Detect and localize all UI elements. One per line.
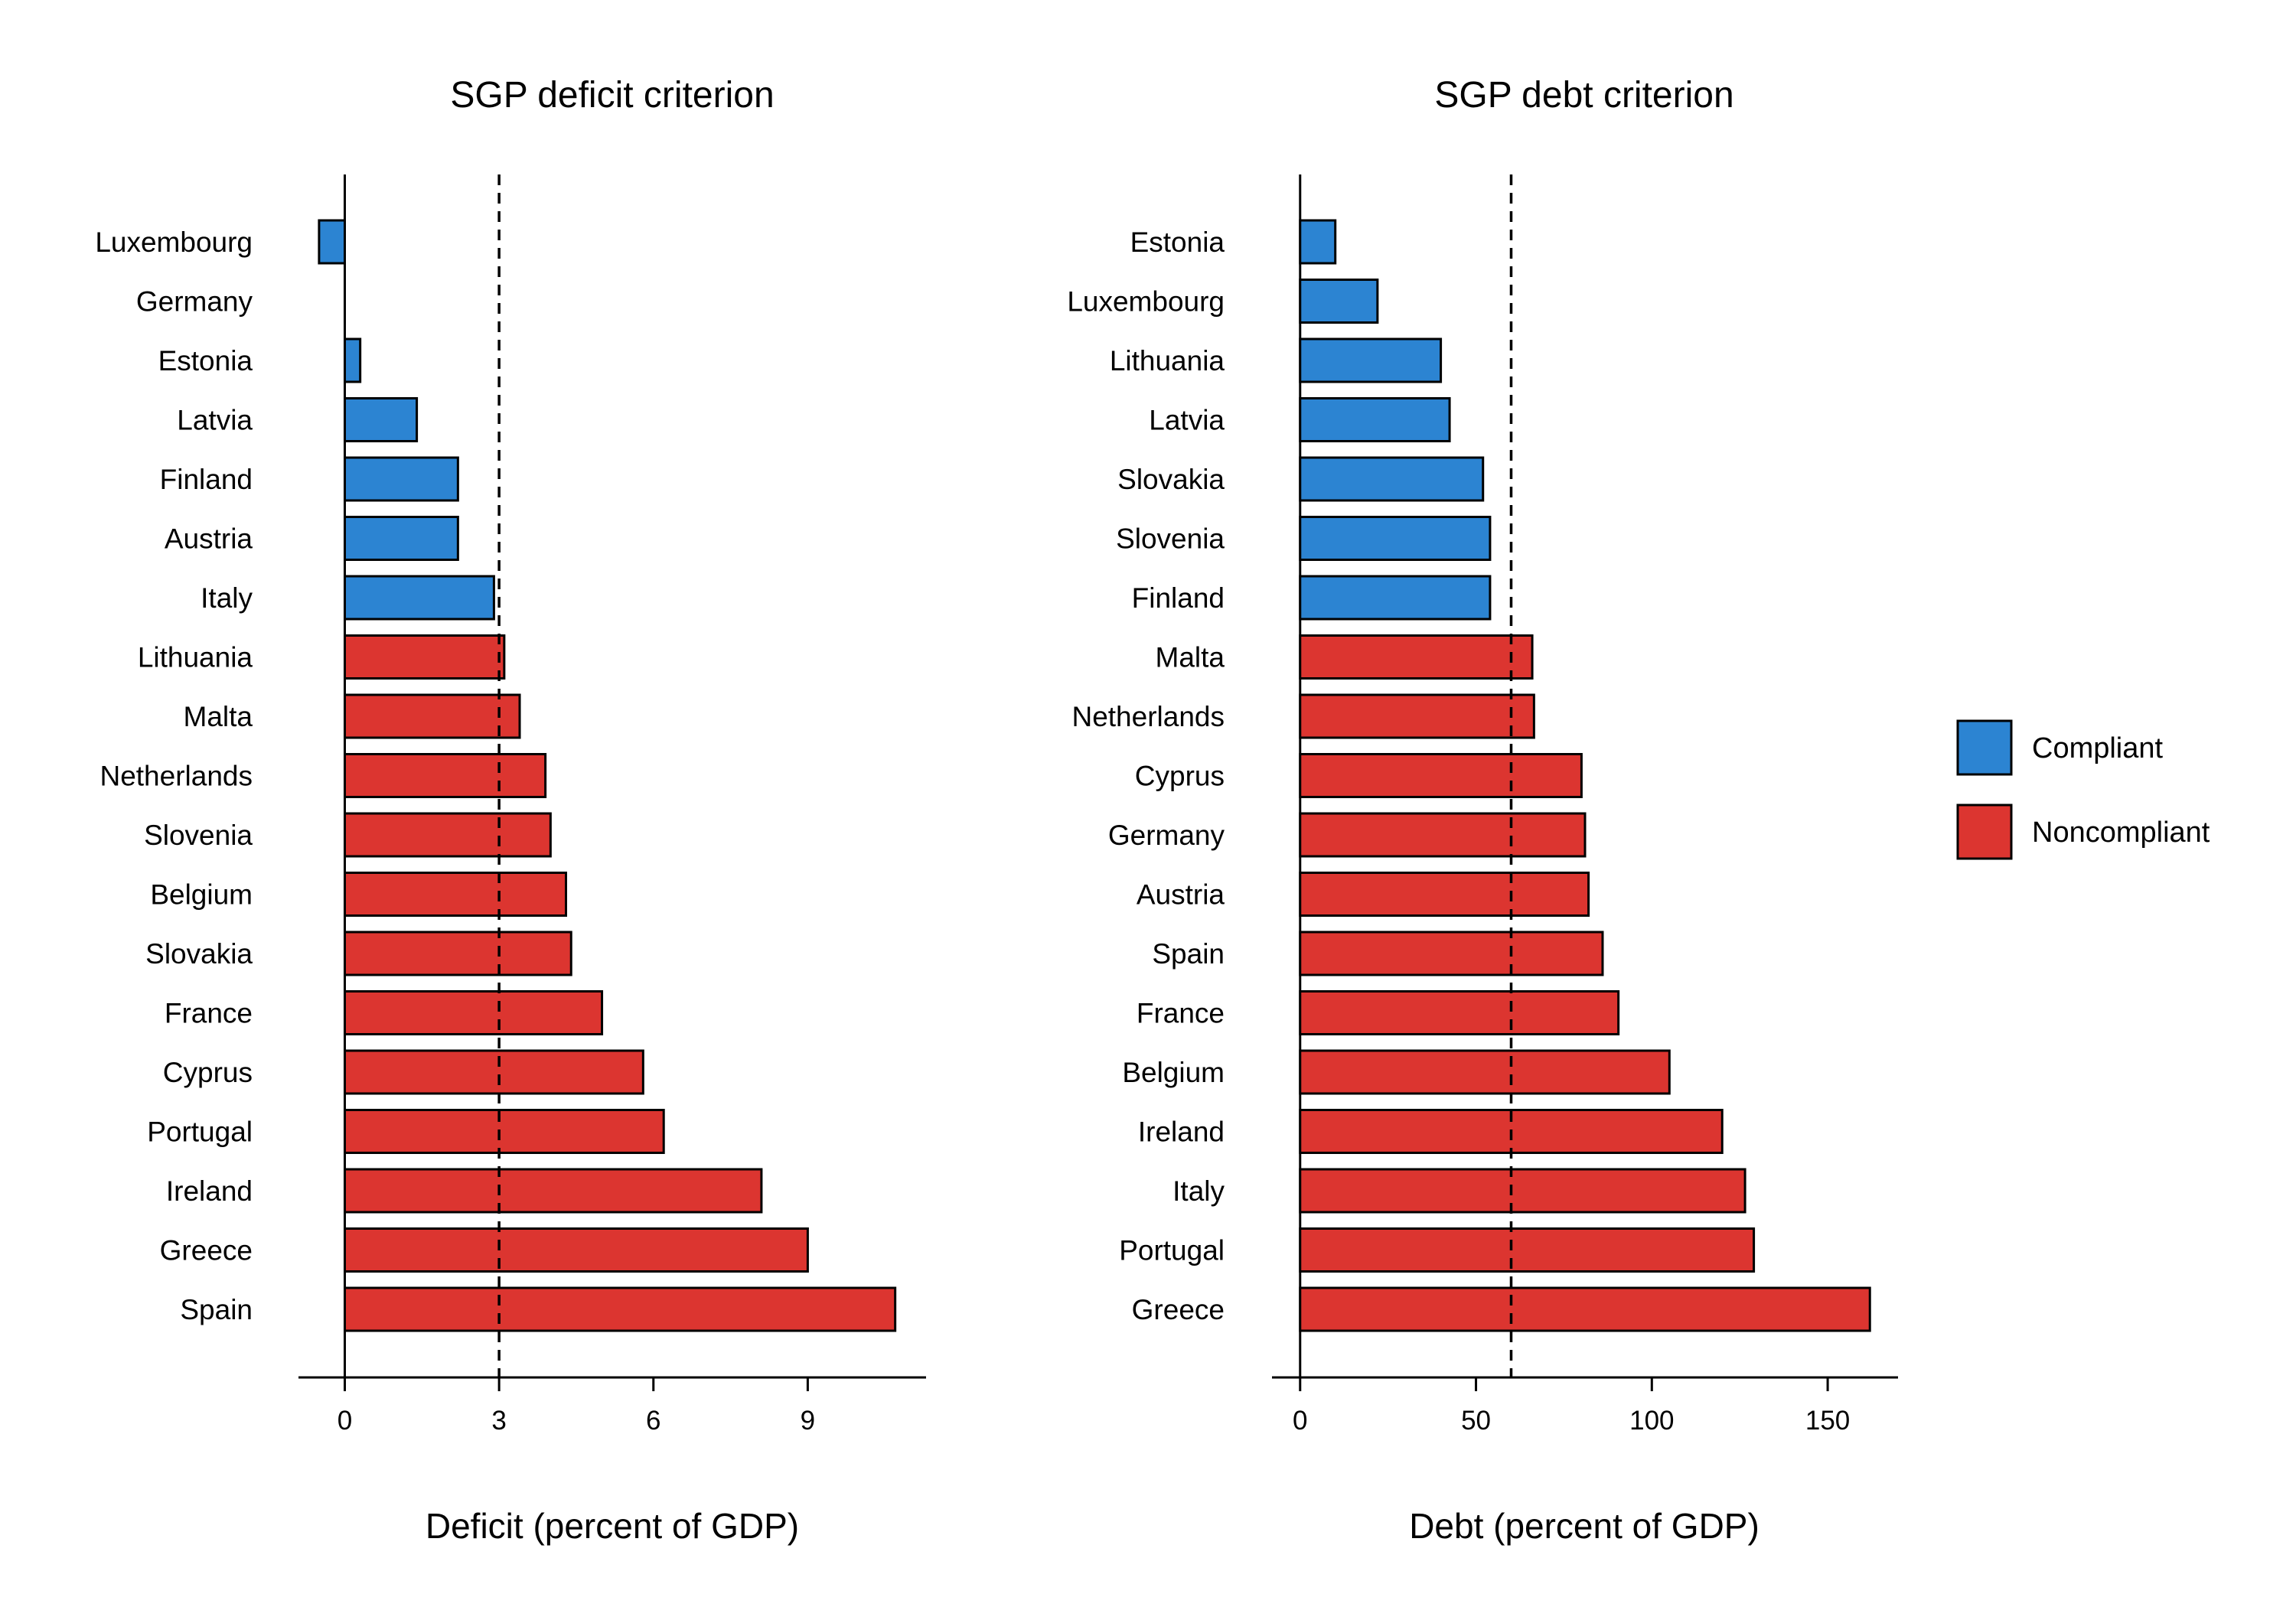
legend: Compliant Noncompliant	[1956, 719, 2210, 860]
bar-finland	[1299, 575, 1492, 621]
category-label: Italy	[201, 582, 253, 614]
deficit-x-axis-label: Deficit (percent of GDP)	[426, 1506, 799, 1546]
category-label: Spain	[180, 1294, 253, 1325]
category-label: France	[1137, 998, 1225, 1029]
category-label: Netherlands	[99, 761, 253, 792]
bar-greece	[1299, 1286, 1871, 1332]
category-label: Greece	[1132, 1294, 1225, 1325]
x-tick-label: 6	[646, 1406, 660, 1436]
category-label: France	[165, 998, 253, 1029]
category-label: Ireland	[166, 1175, 253, 1207]
category-label: Cyprus	[163, 1057, 253, 1088]
debt-x-axis-label: Debt (percent of GDP)	[1409, 1506, 1760, 1546]
category-label: Slovakia	[1117, 464, 1225, 495]
category-label: Luxembourg	[95, 227, 253, 258]
bar-france	[343, 990, 604, 1035]
x-tick-label: 0	[1293, 1406, 1307, 1436]
category-label: Portugal	[1119, 1235, 1225, 1266]
bar-slovenia	[1299, 516, 1492, 561]
legend-swatch-compliant	[1956, 719, 2013, 776]
category-label: Greece	[160, 1235, 253, 1266]
category-label: Lithuania	[138, 642, 253, 673]
bar-netherlands	[343, 753, 547, 798]
category-label: Belgium	[1122, 1057, 1225, 1088]
x-tick-label: 150	[1805, 1406, 1850, 1436]
category-label: Netherlands	[1071, 701, 1225, 732]
x-tick-label: 50	[1461, 1406, 1491, 1436]
bar-malta	[343, 693, 521, 739]
bar-slovenia	[343, 812, 552, 858]
category-label: Estonia	[158, 345, 253, 376]
bar-italy	[343, 575, 495, 621]
category-label: Malta	[1156, 642, 1225, 673]
bar-latvia	[1299, 397, 1451, 442]
bar-italy	[1299, 1168, 1746, 1214]
bar-portugal	[343, 1109, 665, 1154]
category-label: Lithuania	[1110, 345, 1225, 376]
bar-finland	[343, 456, 459, 502]
legend-label-compliant: Compliant	[2032, 732, 2164, 764]
category-label: Ireland	[1138, 1116, 1225, 1148]
bar-estonia	[343, 337, 362, 383]
category-label: Spain	[1152, 938, 1225, 970]
bar-lithuania	[1299, 337, 1443, 383]
category-label: Cyprus	[1135, 761, 1225, 792]
bar-austria	[343, 516, 459, 561]
category-label: Austria	[165, 523, 253, 555]
bar-belgium	[343, 872, 568, 917]
bar-slovakia	[343, 931, 572, 976]
bar-spain	[343, 1286, 897, 1332]
bar-greece	[343, 1227, 809, 1273]
category-label: Germany	[1108, 820, 1225, 851]
bar-latvia	[343, 397, 419, 442]
debt-chart-title: SGP debt criterion	[1434, 75, 1733, 116]
category-label: Finland	[1132, 582, 1225, 614]
category-label: Estonia	[1130, 227, 1225, 258]
bar-estonia	[1299, 219, 1337, 265]
bar-germany	[1299, 812, 1587, 858]
bar-belgium	[1299, 1049, 1671, 1095]
x-tick-label: 9	[801, 1406, 815, 1436]
category-label: Finland	[160, 464, 253, 495]
category-label: Portugal	[147, 1116, 253, 1148]
bar-ireland	[343, 1168, 763, 1214]
bar-portugal	[1299, 1227, 1756, 1273]
bar-austria	[1299, 872, 1590, 917]
category-label: Slovakia	[145, 938, 253, 970]
category-label: Luxembourg	[1067, 286, 1225, 318]
category-label: Austria	[1137, 879, 1225, 911]
x-tick-label: 3	[491, 1406, 506, 1436]
category-label: Slovenia	[144, 820, 253, 851]
bar-luxembourg	[318, 219, 346, 265]
category-label: Latvia	[177, 405, 253, 436]
category-label: Latvia	[1149, 405, 1225, 436]
bar-netherlands	[1299, 693, 1535, 739]
bar-malta	[1299, 634, 1534, 680]
legend-label-noncompliant: Noncompliant	[2032, 817, 2210, 849]
bar-cyprus	[343, 1049, 644, 1095]
category-label: Italy	[1172, 1175, 1225, 1207]
bar-luxembourg	[1299, 279, 1379, 324]
deficit-chart-panel: SGP deficit criterion Deficit (percent o…	[95, 75, 926, 1546]
category-label: Malta	[184, 701, 253, 732]
x-tick-label: 100	[1629, 1406, 1674, 1436]
x-tick-label: 0	[338, 1406, 352, 1436]
bar-france	[1299, 990, 1620, 1035]
bar-spain	[1299, 931, 1604, 976]
debt-chart-panel: SGP debt criterion Debt (percent of GDP)…	[1067, 75, 1898, 1546]
bar-slovakia	[1299, 456, 1485, 502]
category-label: Belgium	[150, 879, 253, 911]
category-label: Germany	[136, 286, 253, 318]
bar-lithuania	[343, 634, 506, 680]
legend-swatch-noncompliant	[1956, 804, 2013, 860]
category-label: Slovenia	[1116, 523, 1225, 555]
bar-cyprus	[1299, 753, 1583, 798]
deficit-chart-title: SGP deficit criterion	[450, 75, 774, 116]
